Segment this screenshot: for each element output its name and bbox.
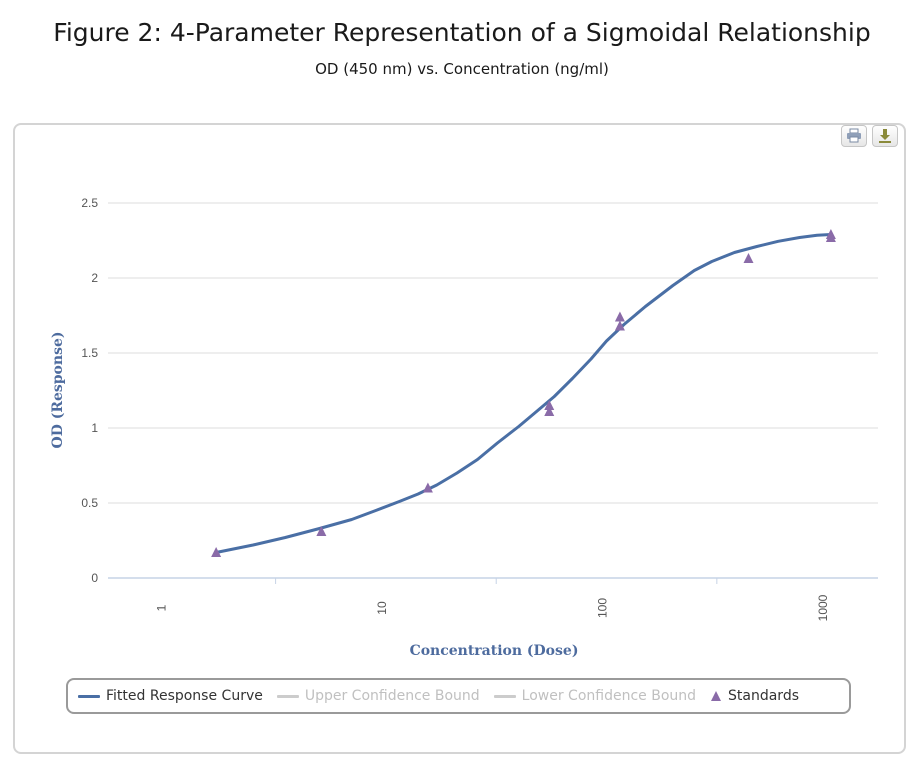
y-tick-label: 2 [91, 271, 98, 285]
fitted-response-curve [214, 233, 833, 554]
legend-line-swatch [493, 694, 516, 698]
y-axis-title: OD (Response) [50, 332, 66, 449]
figure-title: Figure 2: 4-Parameter Representation of … [53, 18, 871, 47]
x-tick-label: 1 [154, 604, 168, 611]
standard-point [544, 406, 555, 416]
legend-line-swatch [78, 694, 100, 698]
standard-point [211, 547, 222, 557]
x-tick-label: 10 [375, 601, 389, 615]
x-tick-label: 1000 [816, 594, 830, 621]
chart-legend: Fitted Response Curve Upper Confidence B… [66, 678, 851, 714]
standard-point [544, 400, 555, 410]
x-axis-title: Concentration (Dose) [410, 643, 579, 659]
legend-item-upper-bound[interactable]: Upper Confidence Bound [276, 688, 480, 704]
legend-line-swatch [276, 694, 299, 698]
y-tick-label: 0 [91, 571, 98, 585]
legend-label: Upper Confidence Bound [304, 688, 480, 704]
download-icon [879, 129, 891, 143]
standard-point [743, 253, 754, 263]
y-tick-label: 2.5 [81, 196, 98, 210]
y-tick-label: 1 [91, 421, 98, 435]
download-button[interactable] [872, 125, 898, 147]
legend-item-standards[interactable]: Standards [710, 688, 799, 704]
legend-label: Lower Confidence Bound [521, 688, 697, 704]
y-tick-label: 1.5 [81, 346, 98, 360]
legend-label: Standards [728, 688, 799, 704]
printer-icon [847, 128, 861, 143]
triangle-marker-icon [711, 691, 722, 701]
chart-container [13, 123, 906, 754]
series-layer [211, 229, 836, 557]
grid-lines [108, 202, 878, 504]
x-tick-label: 100 [596, 598, 610, 618]
legend-item-lower-bound[interactable]: Lower Confidence Bound [493, 688, 697, 704]
standard-point [614, 320, 625, 331]
print-button[interactable] [841, 125, 867, 147]
standard-point [422, 482, 433, 493]
standard-point [614, 311, 625, 322]
axes: 0 0.5 1 1.5 2 2.5 1 10 100 1000 [81, 196, 878, 621]
legend-label: Fitted Response Curve [106, 688, 263, 704]
standard-point [316, 526, 327, 536]
standard-point [825, 232, 836, 242]
legend-item-fitted-curve[interactable]: Fitted Response Curve [78, 688, 263, 704]
figure-subtitle: OD (450 nm) vs. Concentration (ng/ml) [315, 60, 609, 78]
y-tick-label: 0.5 [81, 496, 98, 510]
